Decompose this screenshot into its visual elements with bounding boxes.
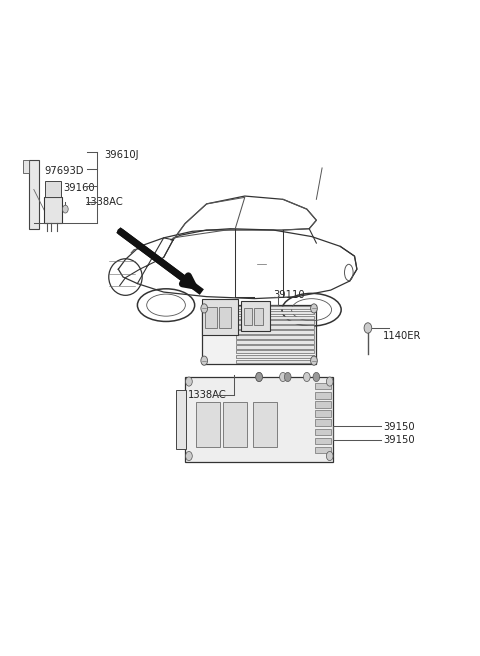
- Bar: [315, 428, 331, 435]
- Circle shape: [201, 356, 207, 365]
- Bar: [236, 325, 314, 329]
- Circle shape: [201, 304, 207, 313]
- Circle shape: [256, 373, 263, 382]
- Bar: [204, 307, 216, 328]
- Circle shape: [284, 373, 291, 382]
- Bar: [241, 300, 270, 331]
- Text: 97693D: 97693D: [44, 166, 84, 176]
- Bar: [315, 392, 331, 399]
- Bar: [202, 305, 316, 364]
- Bar: [236, 306, 314, 310]
- Circle shape: [326, 451, 333, 461]
- Bar: [29, 160, 38, 229]
- Bar: [44, 197, 62, 224]
- Text: 1338AC: 1338AC: [188, 390, 226, 400]
- Bar: [253, 403, 277, 447]
- Bar: [236, 316, 314, 319]
- Circle shape: [311, 356, 317, 365]
- Text: 39150: 39150: [383, 436, 415, 445]
- Bar: [202, 298, 238, 335]
- Bar: [254, 308, 263, 325]
- Text: 39110: 39110: [274, 291, 305, 300]
- Circle shape: [303, 373, 310, 382]
- Bar: [185, 377, 333, 462]
- Text: 1338AC: 1338AC: [85, 197, 124, 207]
- Bar: [236, 345, 314, 348]
- Bar: [236, 321, 314, 324]
- Bar: [236, 359, 314, 363]
- Bar: [236, 355, 314, 358]
- Circle shape: [62, 205, 68, 213]
- Bar: [315, 447, 331, 453]
- Bar: [24, 160, 29, 173]
- Bar: [236, 335, 314, 338]
- Bar: [244, 308, 252, 325]
- Circle shape: [313, 373, 320, 382]
- Circle shape: [256, 373, 263, 382]
- Circle shape: [186, 377, 192, 386]
- Circle shape: [186, 451, 192, 461]
- Bar: [315, 419, 331, 426]
- Circle shape: [280, 373, 286, 382]
- Bar: [236, 311, 314, 314]
- Bar: [236, 350, 314, 354]
- Bar: [219, 307, 231, 328]
- Circle shape: [364, 323, 372, 333]
- Text: 39150: 39150: [383, 422, 415, 432]
- Text: 1140ER: 1140ER: [383, 331, 421, 342]
- Text: 39610J: 39610J: [104, 150, 139, 160]
- Bar: [45, 181, 60, 197]
- Bar: [315, 410, 331, 417]
- Bar: [196, 403, 220, 447]
- Bar: [315, 401, 331, 407]
- Text: 39160: 39160: [63, 182, 95, 193]
- Bar: [315, 383, 331, 390]
- Bar: [223, 403, 247, 447]
- Circle shape: [326, 377, 333, 386]
- Circle shape: [311, 304, 317, 313]
- Bar: [236, 340, 314, 344]
- Bar: [236, 330, 314, 334]
- Bar: [315, 438, 331, 444]
- Bar: [176, 390, 186, 449]
